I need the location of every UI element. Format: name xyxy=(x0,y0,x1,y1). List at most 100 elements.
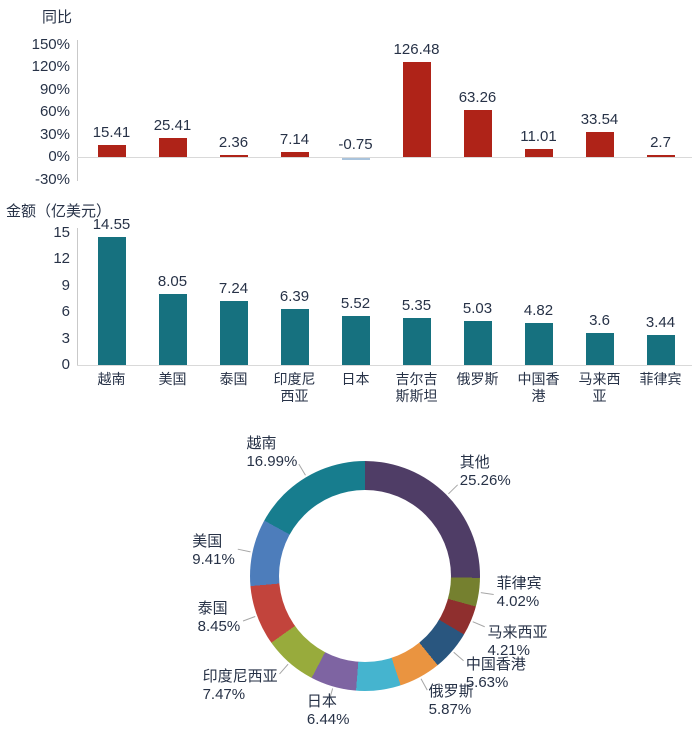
bar xyxy=(646,154,675,157)
bar xyxy=(219,301,248,365)
donut-segment-label: 泰国 8.45% xyxy=(198,600,241,636)
y-tick-label: 30% xyxy=(39,125,70,143)
leader-line xyxy=(328,688,334,702)
bar-value-label: 33.54 xyxy=(580,110,619,128)
category-label: 美国 xyxy=(158,371,187,387)
donut-segment-name: 俄罗斯 xyxy=(428,683,474,701)
donut-segment-pct: 25.26% xyxy=(459,472,511,490)
leader-line xyxy=(480,592,494,595)
y-tick-label: 0 xyxy=(61,356,70,373)
bar xyxy=(219,155,248,157)
bar-value-label: 3.44 xyxy=(645,313,676,331)
donut-segment-name: 越南 xyxy=(246,434,277,452)
donut-segment-label: 美国 9.41% xyxy=(192,533,235,569)
bar-value-label: 7.14 xyxy=(279,130,310,148)
donut-segment-label: 其他 25.26% xyxy=(460,454,511,490)
bar-value-label: 63.26 xyxy=(458,88,497,106)
category-label: 印度尼西亚 xyxy=(273,371,316,404)
donut-segment-pct: 6.44% xyxy=(306,711,350,729)
bar xyxy=(158,137,187,157)
leader-line xyxy=(237,548,251,553)
leader-line xyxy=(448,484,459,495)
y-tick-label: 60% xyxy=(39,103,70,120)
bar-value-label: 2.36 xyxy=(218,134,249,152)
bar-value-label: 126.48 xyxy=(393,41,440,59)
donut-segment-pct: 4.21% xyxy=(487,641,530,659)
bar xyxy=(158,294,187,365)
bar-value-label: 25.41 xyxy=(153,116,192,134)
leader-line xyxy=(420,678,428,691)
donut-segment-pct: 7.47% xyxy=(202,685,246,703)
y-tick-label: 120% xyxy=(31,58,70,75)
bar-value-label: 15.41 xyxy=(92,124,131,142)
yoy-axis-title: 同比 xyxy=(42,9,73,26)
donut-segment-label: 菲律宾 4.02% xyxy=(497,575,542,611)
amount-axis-title: 金额（亿美元） xyxy=(6,203,112,220)
y-axis-line xyxy=(77,228,78,366)
y-tick-label: -30% xyxy=(34,170,70,188)
category-label: 俄罗斯 xyxy=(456,371,499,387)
donut-segment-label: 印度尼西亚 7.47% xyxy=(203,668,278,704)
y-tick-label: 90% xyxy=(39,80,70,98)
donut-segment-label: 越南 16.99% xyxy=(246,435,297,471)
bar xyxy=(402,317,431,365)
bar-value-label: 5.52 xyxy=(340,295,371,313)
y-tick-label: 3 xyxy=(61,329,70,347)
bar xyxy=(524,322,553,365)
donut-segment-name: 马来西亚 xyxy=(487,623,548,641)
donut-segment-pct: 9.41% xyxy=(192,550,235,568)
bar xyxy=(463,320,492,365)
donut-segment-label: 中国香港 5.63% xyxy=(466,656,526,692)
bar-value-label: 3.6 xyxy=(589,312,610,330)
bar-value-label: 14.55 xyxy=(92,215,131,233)
donut-segment-pct: 5.63% xyxy=(465,673,509,691)
bar xyxy=(280,151,309,157)
x-axis-line xyxy=(77,157,692,158)
y-tick-label: 15 xyxy=(53,224,70,241)
category-label: 泰国 xyxy=(219,371,248,387)
leader-line xyxy=(279,663,289,675)
donut-segment-name: 美国 xyxy=(192,532,223,550)
donut-segment-pct: 8.45% xyxy=(197,618,241,636)
amount-bar-chart: 金额（亿美元） 15 12 9 6 3 0 14.55 8.05 7.24 6.39 5.52 5.3… xyxy=(0,200,698,415)
yoy-growth-bar-chart: 同比 150% 120% 90% 60% 30% 0% -30% 15.41 25.41 2.36… xyxy=(0,0,698,200)
donut-segment-label: 俄罗斯 5.87% xyxy=(429,683,474,719)
donut-segment-pct: 5.87% xyxy=(428,701,472,719)
leader-lines-layer xyxy=(237,463,494,702)
bar xyxy=(341,316,370,365)
donut-segment-pct: 4.02% xyxy=(496,593,540,611)
bar xyxy=(463,109,492,157)
donut-hole xyxy=(279,490,451,662)
donut-segment-name: 泰国 xyxy=(197,600,228,618)
donut-segment-name: 菲律宾 xyxy=(496,575,542,593)
bar-value-label: 8.05 xyxy=(157,273,188,291)
bar xyxy=(97,236,126,365)
x-axis-line xyxy=(77,365,692,366)
bar-value-label: 6.39 xyxy=(279,287,310,305)
bar-value-label: 4.82 xyxy=(523,301,554,319)
y-tick-label: 6 xyxy=(61,303,70,321)
bar xyxy=(402,62,431,157)
bar xyxy=(524,148,553,157)
category-label: 中国香港 xyxy=(517,371,560,404)
bar xyxy=(646,334,675,365)
category-label: 吉尔吉斯斯坦 xyxy=(395,371,438,404)
leader-line xyxy=(453,651,464,662)
leader-line xyxy=(242,616,256,622)
bar-value-label: 5.03 xyxy=(462,299,493,317)
donut-segment-pct: 16.99% xyxy=(246,452,298,470)
leader-line xyxy=(298,463,306,476)
category-label: 越南 xyxy=(97,371,126,387)
bar xyxy=(585,333,614,365)
bar-value-label: 7.24 xyxy=(218,280,249,298)
y-tick-label: 150% xyxy=(31,35,70,53)
category-label: 菲律宾 xyxy=(639,371,682,387)
donut-segment-name: 印度尼西亚 xyxy=(202,667,278,685)
bar xyxy=(341,158,370,160)
bar-value-label: -0.75 xyxy=(338,136,373,153)
y-tick-label: 9 xyxy=(61,276,70,294)
donut-segment-label: 马来西亚 4.21% xyxy=(487,624,547,660)
bar xyxy=(280,308,309,365)
y-tick-label: 12 xyxy=(53,250,70,268)
